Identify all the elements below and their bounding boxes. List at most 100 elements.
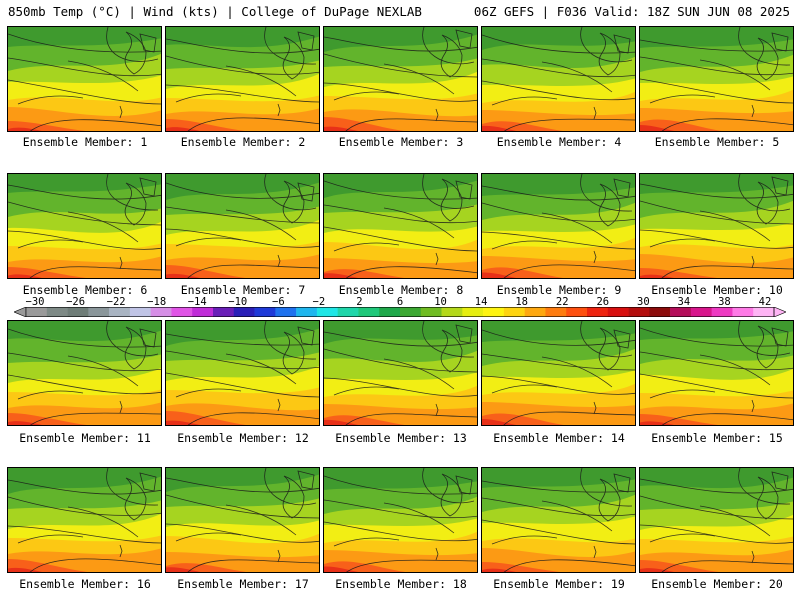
ensemble-member-map [7,320,162,426]
ensemble-member-map [323,467,478,573]
colorbar-swatch [587,307,609,317]
colorbar-tick-label: 42 [758,296,772,308]
colorbar-swatch [213,307,235,317]
colorbar-swatch [337,307,359,317]
colorbar-swatch [670,307,692,317]
colorbar-swatch [379,307,401,317]
colorbar-swatch [628,307,650,317]
ensemble-member-label: Ensemble Member: 12 [177,431,309,445]
ensemble-member-label: Ensemble Member: 9 [496,283,622,297]
ensemble-member-label: Ensemble Member: 8 [338,283,464,297]
ensemble-member-label: Ensemble Member: 19 [493,577,625,591]
ensemble-member-map [481,26,636,132]
ensemble-member-map [639,173,794,279]
colorbar-swatch [753,307,775,317]
colorbar-tick-label: 26 [596,296,610,308]
colorbar-swatch [607,307,629,317]
ensemble-member-map [481,173,636,279]
ensemble-member-map [7,26,162,132]
colorbar-tick-label: −22 [106,296,126,308]
ensemble-member-map [7,467,162,573]
colorbar-swatch [46,307,68,317]
colorbar-tick-label: 22 [555,296,569,308]
colorbar-swatch [441,307,463,317]
colorbar-swatch [88,307,110,317]
colorbar-swatch [109,307,131,317]
colorbar-tick-label: 30 [637,296,650,308]
colorbar-swatch [690,307,712,317]
ensemble-member-map [639,467,794,573]
colorbar-swatch [483,307,505,317]
ensemble-member-label: Ensemble Member: 7 [180,283,306,297]
ensemble-member-label: Ensemble Member: 6 [22,283,148,297]
ensemble-member-label: Ensemble Member: 1 [22,135,148,149]
ensemble-member-label: Ensemble Member: 14 [493,431,625,445]
ensemble-member-map [323,173,478,279]
ensemble-member-map [639,26,794,132]
colorbar-swatch [545,307,567,317]
colorbar-swatch [358,307,380,317]
colorbar-swatch [171,307,193,317]
ensemble-member-label: Ensemble Member: 20 [651,577,783,591]
colorbar-tick-label: −26 [66,296,86,308]
colorbar-swatch [400,307,422,317]
ensemble-member-map [165,320,320,426]
colorbar-swatch [732,307,754,317]
colorbar-swatch [649,307,671,317]
colorbar-swatch [316,307,338,317]
colorbar-swatch [67,307,89,317]
colorbar-tick-label: −6 [272,296,285,308]
ensemble-member-map [323,320,478,426]
ensemble-member-label: Ensemble Member: 5 [654,135,780,149]
ensemble-member-label: Ensemble Member: 18 [335,577,467,591]
ensemble-member-label: Ensemble Member: 3 [338,135,464,149]
colorbar-tick-label: −2 [312,296,326,308]
colorbar-swatch [566,307,588,317]
ensemble-member-label: Ensemble Member: 17 [177,577,309,591]
colorbar-swatch [524,307,546,317]
colorbar-tick-label: 38 [718,296,731,308]
ensemble-member-map [165,26,320,132]
colorbar-swatch [420,307,442,317]
ensemble-member-label: Ensemble Member: 13 [335,431,467,445]
colorbar-min-arrow [14,307,27,317]
colorbar-tick-label: 10 [434,296,447,308]
colorbar-tick-label: −18 [147,296,167,308]
ensemble-member-label: Ensemble Member: 15 [651,431,783,445]
ensemble-member-label: Ensemble Member: 11 [19,431,151,445]
chart-title: 850mb Temp (°C) | Wind (kts) | College o… [8,4,422,19]
temperature-colorbar [14,307,786,317]
colorbar-tick-label: −10 [228,296,248,308]
ensemble-member-label: Ensemble Member: 4 [496,135,622,149]
colorbar-swatch [503,307,525,317]
colorbar-tick-label: 6 [396,296,404,308]
colorbar-tick-label: 34 [677,296,691,308]
colorbar-tick-label: −30 [25,296,45,308]
colorbar-swatch [150,307,172,317]
ensemble-member-map [7,173,162,279]
colorbar-tick-label: 14 [474,296,488,308]
ensemble-member-map [639,320,794,426]
colorbar-tick-label: 18 [515,296,528,308]
colorbar-max-arrow [773,307,786,317]
colorbar-swatch [129,307,151,317]
colorbar-swatch [462,307,484,317]
colorbar-swatch [254,307,276,317]
colorbar-tick-label: 2 [356,296,363,308]
colorbar-swatch [192,307,214,317]
ensemble-member-label: Ensemble Member: 10 [651,283,783,297]
ensemble-member-map [323,26,478,132]
run-valid-time: 06Z GEFS | F036 Valid: 18Z SUN JUN 08 20… [473,4,790,19]
colorbar-tick-label: −14 [187,296,207,308]
colorbar-swatch [296,307,318,317]
ensemble-member-map [165,467,320,573]
ensemble-member-map [165,173,320,279]
ensemble-member-label: Ensemble Member: 2 [180,135,306,149]
colorbar-swatch [275,307,297,317]
colorbar-swatch [26,307,48,317]
colorbar-swatch [711,307,733,317]
ensemble-member-label: Ensemble Member: 16 [19,577,151,591]
colorbar-swatch [233,307,255,317]
colorbar-frame [25,307,775,317]
ensemble-member-map [481,320,636,426]
